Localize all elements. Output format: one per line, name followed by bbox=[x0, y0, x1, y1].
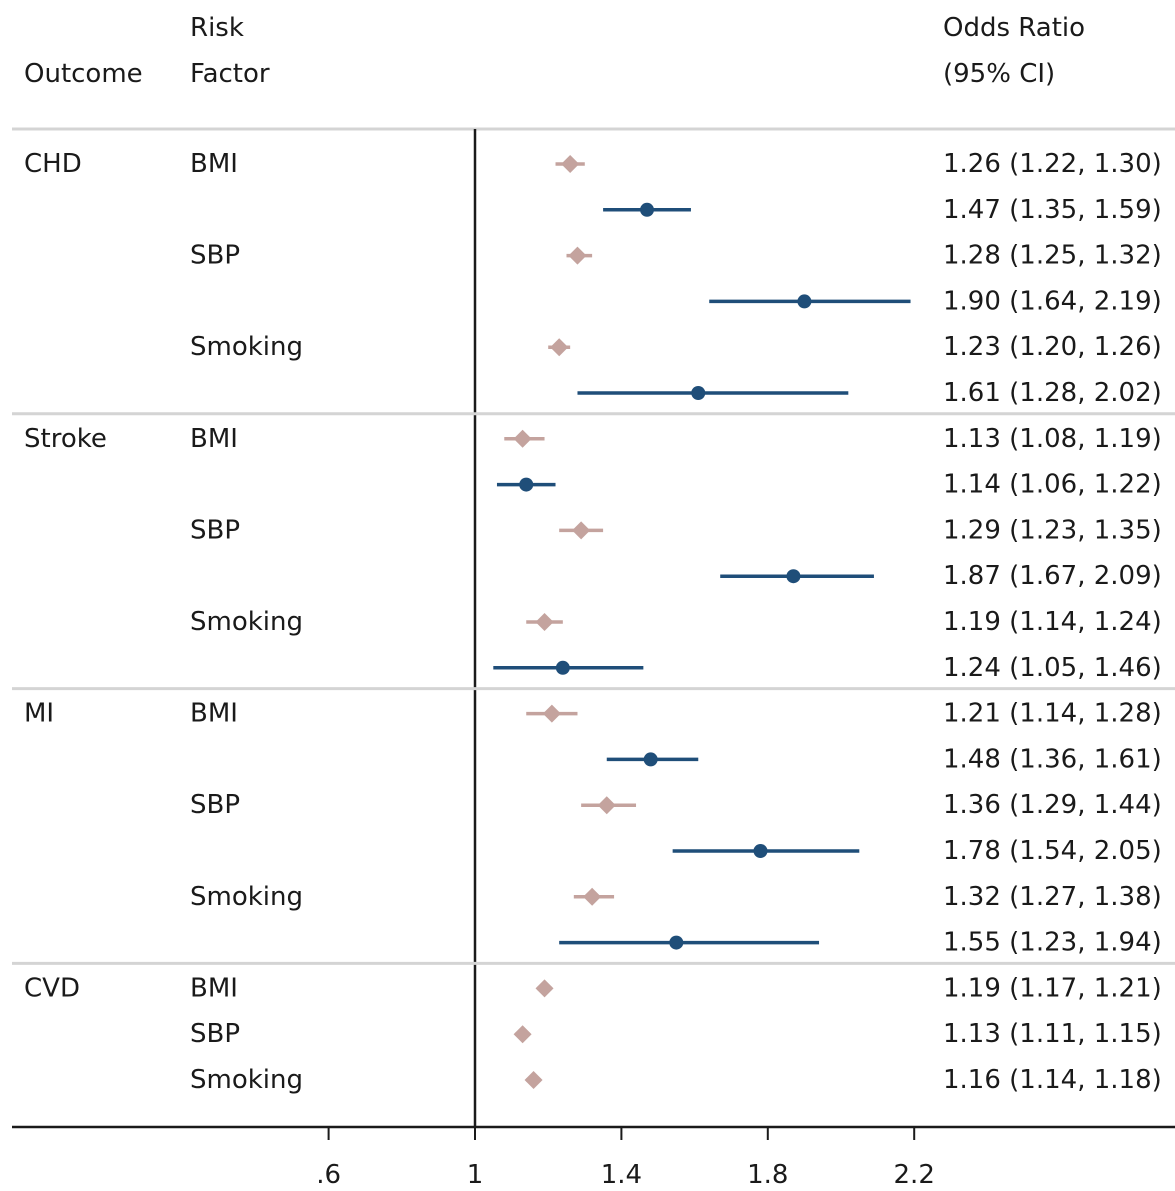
risk-factor-label: Smoking bbox=[190, 882, 303, 912]
point-marker bbox=[669, 935, 684, 950]
x-tick-label: 1 bbox=[467, 1160, 484, 1190]
point-marker bbox=[555, 660, 570, 675]
odds-ratio-text: 1.14 (1.06, 1.22) bbox=[943, 470, 1162, 500]
header-odds-ratio-line2: (95% CI) bbox=[943, 59, 1055, 89]
point-marker bbox=[535, 979, 554, 998]
x-tick-label: .6 bbox=[316, 1160, 341, 1190]
point-marker bbox=[542, 704, 561, 723]
odds-ratio-text: 1.48 (1.36, 1.61) bbox=[943, 744, 1162, 774]
odds-ratio-text: 1.13 (1.11, 1.15) bbox=[943, 1019, 1162, 1049]
risk-factor-label: BMI bbox=[190, 424, 238, 454]
odds-ratio-text: 1.24 (1.05, 1.46) bbox=[943, 653, 1162, 683]
x-tick-label: 2.2 bbox=[894, 1160, 935, 1190]
odds-ratio-text: 1.55 (1.23, 1.94) bbox=[943, 928, 1162, 958]
x-tick-label: 1.4 bbox=[601, 1160, 642, 1190]
point-marker bbox=[691, 386, 706, 400]
risk-factor-label: BMI bbox=[190, 149, 238, 179]
odds-ratio-text: 1.90 (1.64, 2.19) bbox=[943, 286, 1162, 316]
point-marker bbox=[524, 1071, 543, 1089]
odds-ratio-text: 1.61 (1.28, 2.02) bbox=[943, 378, 1162, 408]
point-marker bbox=[513, 429, 532, 448]
outcome-label: MI bbox=[24, 699, 54, 729]
point-marker bbox=[583, 887, 602, 906]
rows-layer: CHD BMI 1.26 (1.22, 1.30) 1.47 (1.35, 1.59)… bbox=[12, 127, 1175, 1127]
point-marker bbox=[519, 477, 534, 492]
point-marker bbox=[597, 796, 616, 815]
odds-ratio-text: 1.26 (1.22, 1.30) bbox=[943, 149, 1162, 179]
header-odds-ratio-line1: Odds Ratio bbox=[943, 13, 1085, 43]
point-marker bbox=[640, 202, 655, 217]
odds-ratio-text: 1.36 (1.29, 1.44) bbox=[943, 790, 1162, 820]
x-axis: .6 1 1.4 1.8 2.2 bbox=[12, 1125, 1175, 1190]
point-marker bbox=[550, 338, 569, 357]
point-marker bbox=[568, 246, 587, 265]
risk-factor-label: Smoking bbox=[190, 1065, 303, 1095]
point-marker bbox=[561, 155, 580, 173]
risk-factor-label: SBP bbox=[190, 241, 240, 271]
point-marker bbox=[786, 569, 801, 584]
risk-factor-label: SBP bbox=[190, 1019, 240, 1049]
risk-factor-label: Smoking bbox=[190, 607, 303, 637]
point-marker bbox=[572, 521, 591, 540]
outcome-label: CHD bbox=[24, 149, 82, 179]
point-marker bbox=[753, 844, 768, 858]
column-headers: Outcome Risk Factor Odds Ratio (95% CI) bbox=[24, 13, 1085, 89]
risk-factor-label: BMI bbox=[190, 699, 238, 729]
odds-ratio-text: 1.32 (1.27, 1.38) bbox=[943, 882, 1162, 912]
header-outcome: Outcome bbox=[24, 59, 143, 89]
odds-ratio-text: 1.13 (1.08, 1.19) bbox=[943, 424, 1162, 454]
odds-ratio-text: 1.19 (1.14, 1.24) bbox=[943, 607, 1162, 637]
point-marker bbox=[643, 752, 658, 767]
point-marker bbox=[535, 613, 554, 631]
point-marker bbox=[797, 294, 812, 309]
risk-factor-label: SBP bbox=[190, 515, 240, 545]
odds-ratio-text: 1.47 (1.35, 1.59) bbox=[943, 195, 1162, 225]
odds-ratio-text: 1.23 (1.20, 1.26) bbox=[943, 332, 1162, 362]
x-tick-label: 1.8 bbox=[747, 1160, 788, 1190]
risk-factor-label: SBP bbox=[190, 790, 240, 820]
outcome-label: Stroke bbox=[24, 424, 107, 454]
odds-ratio-text: 1.78 (1.54, 2.05) bbox=[943, 836, 1162, 866]
outcome-label: CVD bbox=[24, 973, 80, 1003]
odds-ratio-text: 1.87 (1.67, 2.09) bbox=[943, 561, 1162, 591]
header-risk-factor-line2: Factor bbox=[190, 59, 270, 89]
header-risk-factor-line1: Risk bbox=[190, 13, 244, 43]
point-marker bbox=[513, 1025, 532, 1044]
odds-ratio-text: 1.28 (1.25, 1.32) bbox=[943, 241, 1162, 271]
odds-ratio-text: 1.21 (1.14, 1.28) bbox=[943, 699, 1162, 729]
risk-factor-label: Smoking bbox=[190, 332, 303, 362]
risk-factor-label: BMI bbox=[190, 973, 238, 1003]
odds-ratio-text: 1.19 (1.17, 1.21) bbox=[943, 973, 1162, 1003]
odds-ratio-text: 1.29 (1.23, 1.35) bbox=[943, 515, 1162, 545]
odds-ratio-text: 1.16 (1.14, 1.18) bbox=[943, 1065, 1162, 1095]
